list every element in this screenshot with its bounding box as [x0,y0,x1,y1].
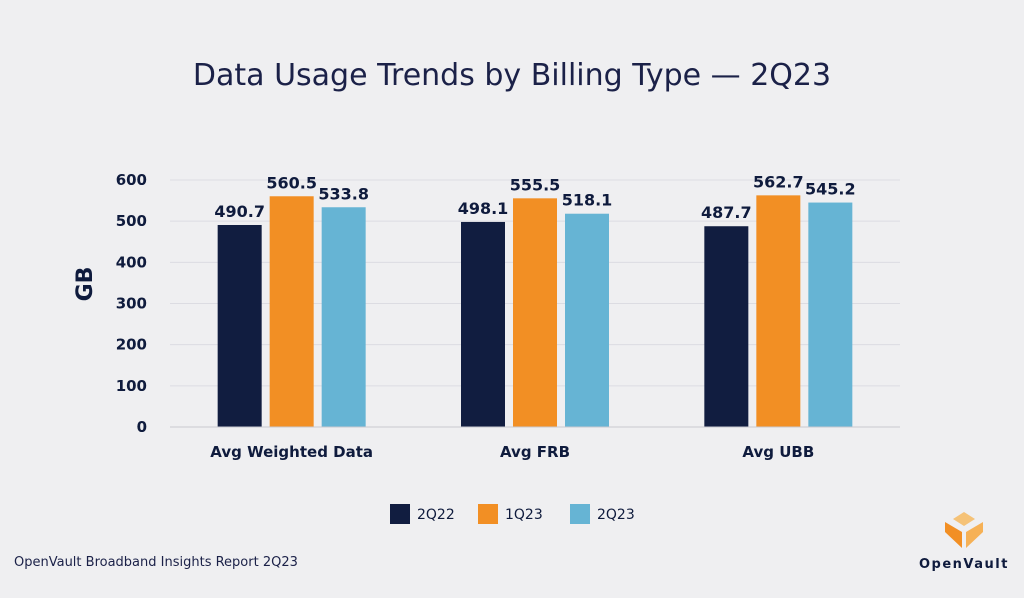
bar-2q23-1 [565,213,609,427]
bar-2q23-2 [808,202,853,427]
logo-top-facet [953,512,975,526]
bar-2q23-0 [321,207,366,427]
data-label: 518.1 [562,191,613,210]
logo-left-facet [945,522,962,548]
brand-logo: OpenVault [910,510,1018,572]
x-tick-label: Avg Weighted Data [210,443,373,461]
bar-2q22-0 [217,224,262,427]
logo-right-facet [966,522,983,548]
data-label: 533.8 [318,184,369,203]
bar-1q23-2 [756,195,801,427]
legend-swatch-2q23 [570,504,590,524]
legend-swatch-1q23 [478,504,498,524]
x-tick-label: Avg UBB [742,443,814,461]
y-axis-ticks: 0 100 200 300 400 500 600 [116,171,147,436]
y-tick-label: 0 [137,418,147,436]
chart-title: Data Usage Trends by Billing Type — 2Q23 [193,58,831,93]
bar-1q23-1 [513,198,557,427]
legend-label: 2Q22 [417,507,455,523]
openvault-logo-icon [945,512,983,548]
brand-name: OpenVault [919,557,1009,572]
data-label: 545.2 [805,180,856,199]
legend-swatch-2q22 [390,504,410,524]
bar-2q22-1 [461,221,505,427]
x-axis-ticks: Avg Weighted Data Avg FRB Avg UBB [210,443,814,461]
source-note: OpenVault Broadband Insights Report 2Q23 [14,555,298,570]
y-tick-label: 100 [116,377,147,395]
bars [217,195,853,427]
data-label: 487.7 [701,203,752,222]
y-tick-label: 400 [116,253,147,271]
y-tick-label: 500 [116,212,147,230]
data-label: 560.5 [266,173,317,192]
y-tick-label: 200 [116,336,147,354]
legend-label: 1Q23 [505,507,543,523]
legend-label: 2Q23 [597,507,635,523]
y-tick-label: 600 [116,171,147,189]
x-tick-label: Avg FRB [500,443,570,461]
legend: 2Q22 1Q23 2Q23 [390,504,635,524]
data-label: 555.5 [510,175,561,194]
data-label: 498.1 [458,199,509,218]
bar-1q23-0 [269,196,314,427]
y-axis-label: GB [73,267,98,302]
y-tick-label: 300 [116,295,147,313]
data-label: 490.7 [214,202,265,221]
data-label: 562.7 [753,172,804,191]
bar-2q22-2 [704,226,749,427]
